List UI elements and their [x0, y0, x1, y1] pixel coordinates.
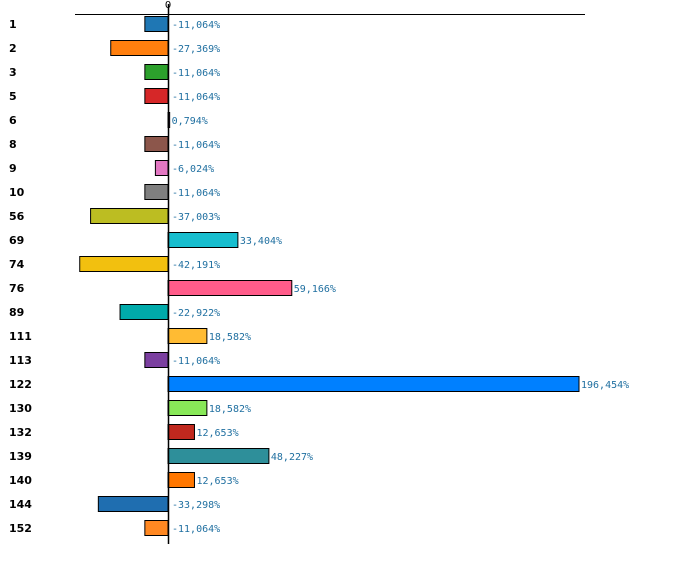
category-label: 10: [9, 186, 25, 199]
category-label: 89: [9, 306, 24, 319]
value-label: 18,582%: [209, 404, 251, 415]
value-label: -42,191%: [172, 260, 220, 271]
bar: [90, 208, 169, 224]
bar: [110, 40, 169, 56]
category-label: 152: [9, 522, 32, 535]
bar: [167, 448, 270, 464]
bar: [144, 136, 169, 152]
bars-layer: 1 -11,064% 2 -27,369% 3 -11,064% 5 -11,064% 6 0,7…: [9, 16, 629, 536]
category-label: 6: [9, 114, 17, 127]
bar: [144, 184, 169, 200]
category-label: 56: [9, 210, 25, 223]
bar: [144, 352, 169, 368]
category-label: 8: [9, 138, 17, 151]
value-label: -11,064%: [172, 92, 220, 103]
value-label: 0,794%: [172, 116, 208, 127]
bar: [167, 400, 208, 416]
bar: [144, 88, 169, 104]
category-label: 1: [9, 18, 17, 31]
value-label: -11,064%: [172, 356, 220, 367]
category-label: 132: [9, 426, 32, 439]
category-label: 76: [9, 282, 25, 295]
category-label: 130: [9, 402, 32, 415]
category-label: 5: [9, 90, 17, 103]
category-label: 74: [9, 258, 25, 271]
value-label: 18,582%: [209, 332, 251, 343]
category-label: 3: [9, 66, 17, 79]
value-label: -6,024%: [172, 164, 214, 175]
value-label: 196,454%: [581, 380, 629, 391]
value-label: -27,369%: [172, 44, 220, 55]
category-label: 2: [9, 42, 17, 55]
category-label: 140: [9, 474, 32, 487]
bar: [144, 64, 169, 80]
category-label: 111: [9, 330, 32, 343]
value-label: 48,227%: [271, 452, 313, 463]
value-label: -11,064%: [172, 524, 220, 535]
value-label: 33,404%: [240, 236, 282, 247]
value-label: -11,064%: [172, 188, 220, 199]
bar: [167, 424, 195, 440]
bar: [79, 256, 169, 272]
value-label: -11,064%: [172, 20, 220, 31]
value-label: -11,064%: [172, 140, 220, 151]
value-label: -11,064%: [172, 68, 220, 79]
category-label: 122: [9, 378, 32, 391]
value-label: -33,298%: [172, 500, 220, 511]
bar: [167, 280, 293, 296]
category-label: 139: [9, 450, 32, 463]
value-label: -22,922%: [172, 308, 220, 319]
category-label: 113: [9, 354, 32, 367]
category-label: 69: [9, 234, 24, 247]
bar: [119, 304, 169, 320]
category-label: 9: [9, 162, 17, 175]
bar: [167, 328, 208, 344]
value-label: 59,166%: [294, 284, 336, 295]
bar: [144, 16, 169, 32]
category-label: 144: [9, 498, 32, 511]
bar: [167, 232, 239, 248]
value-label: -37,003%: [172, 212, 220, 223]
value-label: 12,653%: [196, 428, 238, 439]
bar: [97, 496, 169, 512]
bar: [167, 376, 580, 392]
value-label: 12,653%: [196, 476, 238, 487]
bar: [144, 520, 169, 536]
bar: [167, 472, 195, 488]
bar: [154, 160, 169, 176]
